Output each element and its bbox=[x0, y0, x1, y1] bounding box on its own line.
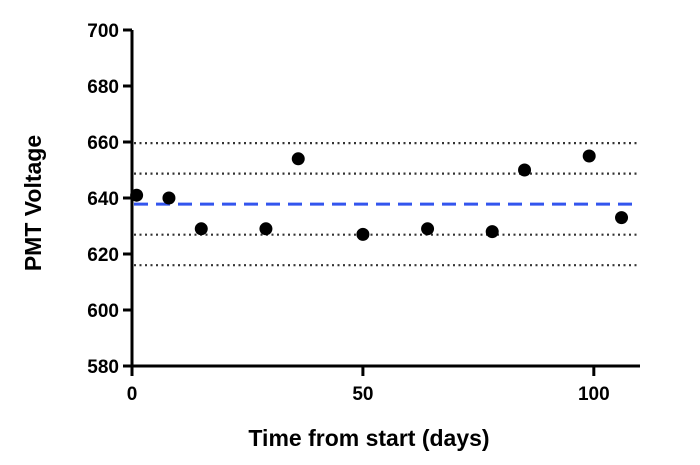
x-tick-label: 0 bbox=[127, 384, 138, 405]
x-tick-label: 100 bbox=[578, 384, 610, 405]
y-tick-label: 660 bbox=[87, 133, 119, 154]
data-point bbox=[130, 188, 144, 202]
x-ticks: 0 50 100 bbox=[127, 366, 610, 405]
y-tick-label: 580 bbox=[87, 357, 119, 378]
data-point bbox=[421, 222, 435, 236]
data-point bbox=[194, 222, 208, 236]
data-point bbox=[518, 163, 532, 177]
y-tick-label: 640 bbox=[87, 189, 119, 210]
axes bbox=[130, 30, 640, 368]
data-point bbox=[259, 222, 273, 236]
data-point bbox=[485, 225, 499, 239]
data-point bbox=[582, 149, 596, 163]
reference-lines bbox=[134, 142, 640, 267]
data-point bbox=[162, 191, 176, 205]
x-axis-title: Time from start (days) bbox=[248, 425, 489, 451]
y-tick-label: 680 bbox=[87, 77, 119, 98]
data-points bbox=[130, 149, 629, 241]
data-point bbox=[291, 152, 305, 166]
y-axis-title: PMT Voltage bbox=[20, 135, 46, 271]
data-point bbox=[356, 227, 370, 241]
data-point bbox=[615, 211, 629, 225]
y-tick-label: 620 bbox=[87, 245, 119, 266]
x-tick-label: 50 bbox=[352, 384, 373, 405]
y-tick-label: 600 bbox=[87, 301, 119, 322]
y-tick-label: 700 bbox=[87, 21, 119, 42]
y-ticks: 580 600 620 640 660 680 700 bbox=[87, 21, 132, 378]
